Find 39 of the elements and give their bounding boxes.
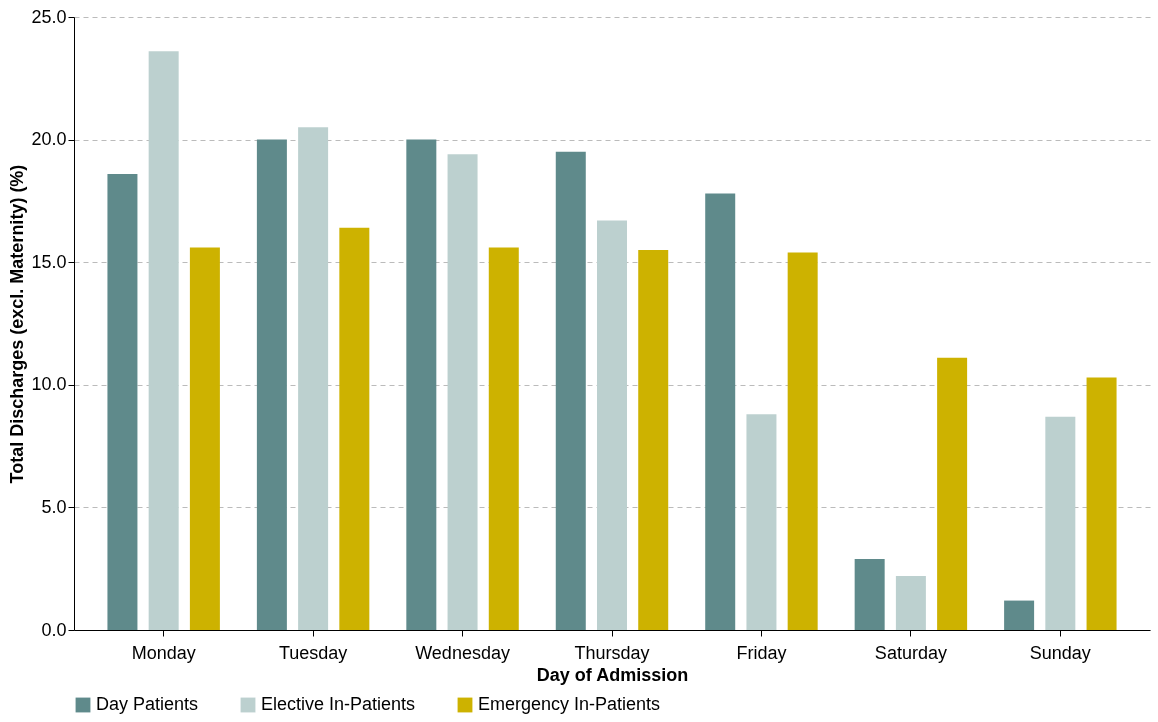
bar xyxy=(1086,377,1117,630)
x-axis-title: Day of Admission xyxy=(536,664,689,685)
y-tick-label: 20.0 xyxy=(31,129,67,150)
bar xyxy=(447,154,478,630)
bar xyxy=(488,247,519,630)
bar xyxy=(189,247,220,630)
y-axis-title: Total Discharges (excl. Maternity) (%) xyxy=(7,164,28,484)
y-tick-label: 25.0 xyxy=(31,6,67,27)
bar xyxy=(1045,416,1076,630)
y-tick-label: 5.0 xyxy=(41,496,67,517)
bar xyxy=(638,249,669,630)
x-tick-label: Thursday xyxy=(574,642,650,663)
bar xyxy=(787,252,818,630)
x-tick-label: Sunday xyxy=(1029,642,1091,663)
bar xyxy=(107,173,138,630)
bar xyxy=(148,51,179,630)
bar xyxy=(746,414,777,630)
y-tick-label: 15.0 xyxy=(31,251,67,272)
bar xyxy=(1004,600,1035,630)
x-tick-label: Tuesday xyxy=(278,642,348,663)
legend-label: Day Patients xyxy=(96,694,199,714)
bar xyxy=(339,227,370,630)
bar xyxy=(597,220,627,630)
bar xyxy=(937,357,968,630)
x-tick-label: Monday xyxy=(131,642,196,663)
legend-label: Elective In-Patients xyxy=(261,694,416,714)
bar xyxy=(705,193,736,630)
x-tick-label: Wednesday xyxy=(415,642,510,663)
y-tick-label: 0.0 xyxy=(41,619,67,640)
bar xyxy=(854,558,885,630)
bar xyxy=(256,139,287,630)
x-tick-label: Saturday xyxy=(874,642,947,663)
legend-label: Emergency In-Patients xyxy=(478,694,661,714)
bar xyxy=(555,151,586,630)
x-tick-label: Friday xyxy=(736,642,787,663)
bar xyxy=(406,139,437,630)
bar xyxy=(895,576,926,630)
y-tick-label: 10.0 xyxy=(31,374,67,395)
bar xyxy=(298,127,329,630)
